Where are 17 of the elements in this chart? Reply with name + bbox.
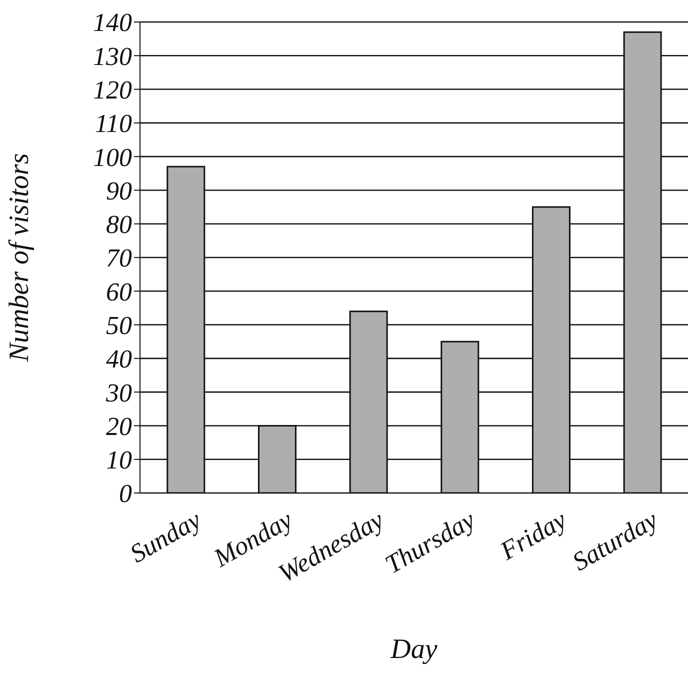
y-tick-label: 20	[106, 412, 132, 441]
y-tick-label: 130	[93, 42, 132, 71]
y-tick-label: 110	[94, 109, 132, 138]
y-tick-label: 80	[106, 210, 132, 240]
y-tick-label: 70	[106, 244, 132, 273]
y-tick-label: 140	[93, 8, 132, 38]
y-tick-label: 60	[106, 277, 132, 306]
y-tick-label: 100	[93, 142, 132, 172]
y-tick-label: 50	[106, 311, 132, 340]
y-tick-label: 30	[105, 378, 132, 408]
x-axis-title: Day	[390, 634, 438, 665]
y-tick-label: 40	[106, 344, 132, 374]
y-tick-label: 90	[106, 176, 132, 206]
y-tick-label: 0	[119, 479, 132, 508]
y-axis-title: Number of visitors	[4, 153, 35, 363]
y-tick-label: 10	[106, 446, 132, 475]
y-tick-label: 120	[93, 76, 132, 105]
